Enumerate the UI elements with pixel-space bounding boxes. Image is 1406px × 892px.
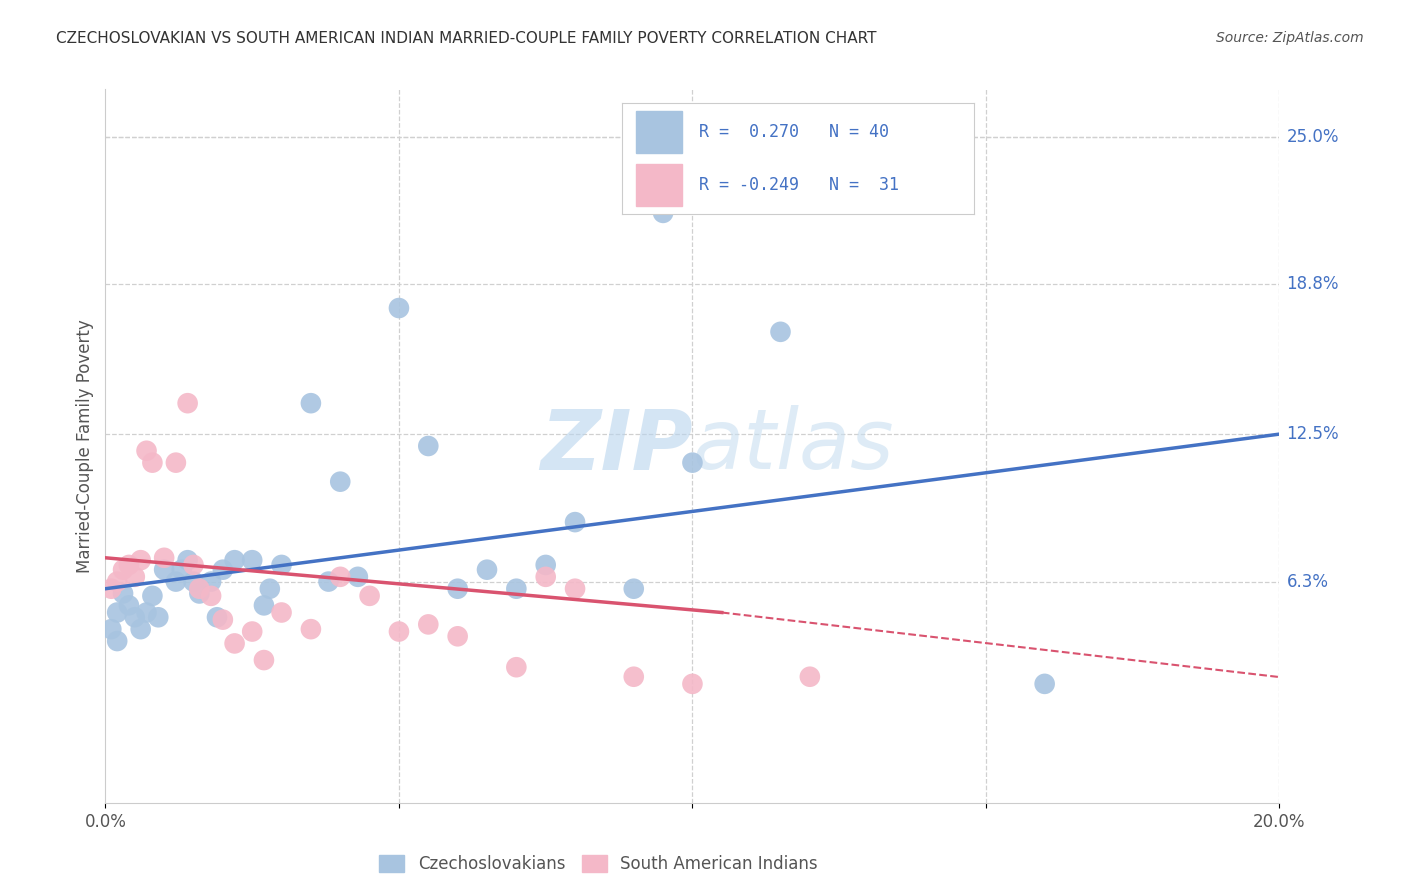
- Point: [205, 610, 228, 624]
- Point: [165, 456, 187, 470]
- Point: [129, 622, 152, 636]
- Bar: [636, 112, 682, 153]
- Point: [211, 563, 233, 577]
- Point: [100, 582, 122, 596]
- Point: [1033, 677, 1056, 691]
- Point: [148, 610, 170, 624]
- Point: [105, 574, 128, 589]
- Point: [224, 553, 246, 567]
- Y-axis label: Married-Couple Family Poverty: Married-Couple Family Poverty: [76, 319, 94, 573]
- Text: R =  0.270   N = 40: R = 0.270 N = 40: [700, 123, 890, 141]
- Point: [253, 599, 276, 613]
- Point: [211, 613, 233, 627]
- Point: [118, 558, 141, 572]
- Point: [623, 670, 645, 684]
- Legend: Czechoslovakians, South American Indians: Czechoslovakians, South American Indians: [373, 848, 824, 880]
- Point: [318, 574, 340, 589]
- Point: [259, 582, 281, 596]
- Point: [135, 606, 157, 620]
- Point: [129, 553, 152, 567]
- Point: [105, 606, 128, 620]
- Text: 25.0%: 25.0%: [1286, 128, 1339, 145]
- Point: [100, 622, 122, 636]
- Point: [682, 456, 704, 470]
- Point: [299, 396, 322, 410]
- Point: [564, 582, 586, 596]
- Point: [200, 574, 222, 589]
- Point: [329, 570, 352, 584]
- Point: [446, 629, 468, 643]
- Point: [682, 677, 704, 691]
- Point: [170, 563, 193, 577]
- Point: [200, 589, 222, 603]
- Point: [153, 550, 176, 565]
- Point: [153, 563, 176, 577]
- Point: [623, 582, 645, 596]
- Text: atlas: atlas: [692, 406, 894, 486]
- Point: [112, 563, 135, 577]
- Point: [188, 582, 211, 596]
- Point: [418, 439, 440, 453]
- Point: [505, 660, 527, 674]
- Point: [359, 589, 381, 603]
- Point: [105, 634, 128, 648]
- Point: [118, 599, 141, 613]
- Point: [112, 586, 135, 600]
- Text: 12.5%: 12.5%: [1286, 425, 1339, 443]
- Point: [141, 589, 163, 603]
- Point: [534, 558, 557, 572]
- Point: [652, 206, 675, 220]
- Point: [347, 570, 370, 584]
- Text: ZIP: ZIP: [540, 406, 692, 486]
- Point: [270, 558, 292, 572]
- Point: [176, 553, 198, 567]
- Point: [769, 325, 792, 339]
- Point: [141, 456, 163, 470]
- Point: [446, 582, 468, 596]
- Point: [253, 653, 276, 667]
- Text: 18.8%: 18.8%: [1286, 276, 1339, 293]
- Point: [388, 301, 411, 315]
- Point: [299, 622, 322, 636]
- Point: [176, 396, 198, 410]
- Point: [270, 606, 292, 620]
- Text: R = -0.249   N =  31: R = -0.249 N = 31: [700, 177, 900, 194]
- Point: [505, 582, 527, 596]
- Text: Source: ZipAtlas.com: Source: ZipAtlas.com: [1216, 31, 1364, 45]
- Point: [183, 558, 205, 572]
- Point: [240, 553, 263, 567]
- Point: [564, 515, 586, 529]
- Point: [418, 617, 440, 632]
- Point: [124, 610, 146, 624]
- Bar: [636, 164, 682, 206]
- Point: [188, 586, 211, 600]
- Point: [534, 570, 557, 584]
- Point: [183, 574, 205, 589]
- Point: [799, 670, 821, 684]
- Point: [224, 636, 246, 650]
- Point: [240, 624, 263, 639]
- Text: 6.3%: 6.3%: [1286, 573, 1329, 591]
- Point: [165, 574, 187, 589]
- Point: [329, 475, 352, 489]
- Point: [475, 563, 498, 577]
- Point: [124, 570, 146, 584]
- Text: CZECHOSLOVAKIAN VS SOUTH AMERICAN INDIAN MARRIED-COUPLE FAMILY POVERTY CORRELATI: CZECHOSLOVAKIAN VS SOUTH AMERICAN INDIAN…: [56, 31, 877, 46]
- Point: [388, 624, 411, 639]
- Point: [135, 443, 157, 458]
